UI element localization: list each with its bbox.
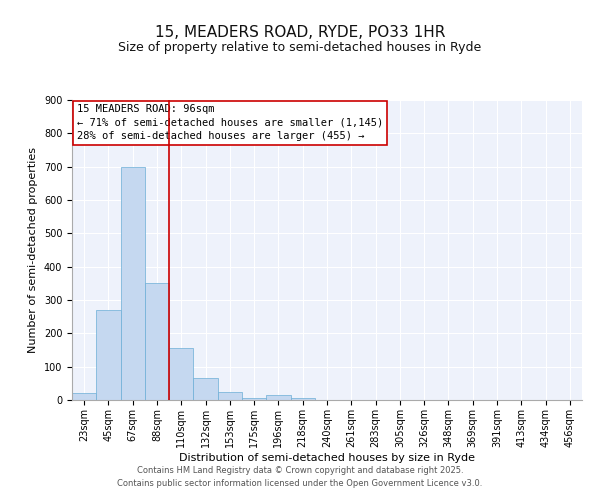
Bar <box>242 398 266 400</box>
X-axis label: Distribution of semi-detached houses by size in Ryde: Distribution of semi-detached houses by … <box>179 452 475 462</box>
Bar <box>169 348 193 400</box>
Text: 15 MEADERS ROAD: 96sqm
← 71% of semi-detached houses are smaller (1,145)
28% of : 15 MEADERS ROAD: 96sqm ← 71% of semi-det… <box>77 104 383 141</box>
Y-axis label: Number of semi-detached properties: Number of semi-detached properties <box>28 147 38 353</box>
Bar <box>72 394 96 400</box>
Bar <box>145 284 169 400</box>
Bar <box>266 395 290 400</box>
Bar <box>121 166 145 400</box>
Bar <box>193 378 218 400</box>
Bar <box>290 398 315 400</box>
Bar <box>218 392 242 400</box>
Text: Contains HM Land Registry data © Crown copyright and database right 2025.
Contai: Contains HM Land Registry data © Crown c… <box>118 466 482 487</box>
Bar <box>96 310 121 400</box>
Text: 15, MEADERS ROAD, RYDE, PO33 1HR: 15, MEADERS ROAD, RYDE, PO33 1HR <box>155 25 445 40</box>
Text: Size of property relative to semi-detached houses in Ryde: Size of property relative to semi-detach… <box>118 41 482 54</box>
